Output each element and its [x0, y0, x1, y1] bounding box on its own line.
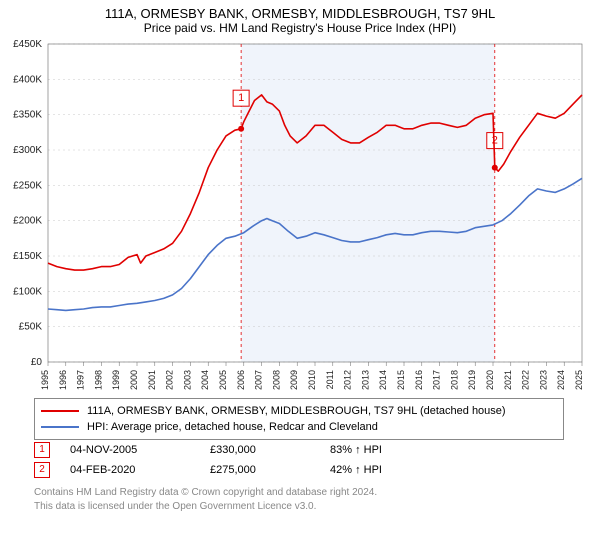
svg-text:£150K: £150K: [13, 251, 42, 262]
svg-text:2008: 2008: [271, 370, 281, 390]
svg-text:2015: 2015: [396, 370, 406, 390]
legend-swatch-1: [41, 410, 79, 412]
svg-text:2013: 2013: [360, 370, 370, 390]
svg-text:2023: 2023: [538, 370, 548, 390]
svg-text:£300K: £300K: [13, 145, 42, 156]
svg-text:2010: 2010: [307, 370, 317, 390]
event-marker-2: 2: [34, 462, 50, 478]
svg-text:£350K: £350K: [13, 110, 42, 121]
svg-text:£50K: £50K: [19, 322, 43, 333]
svg-text:2009: 2009: [289, 370, 299, 390]
event-price: £330,000: [210, 444, 330, 456]
legend-label-1: 111A, ORMESBY BANK, ORMESBY, MIDDLESBROU…: [87, 405, 506, 417]
svg-text:£400K: £400K: [13, 74, 42, 85]
svg-text:1998: 1998: [93, 370, 103, 390]
svg-text:£200K: £200K: [13, 216, 42, 227]
event-pct: 42% ↑ HPI: [330, 464, 450, 476]
chart-title: 111A, ORMESBY BANK, ORMESBY, MIDDLESBROU…: [0, 0, 600, 21]
event-row: 2 04-FEB-2020 £275,000 42% ↑ HPI: [34, 460, 564, 480]
legend-swatch-2: [41, 426, 79, 428]
svg-text:£0: £0: [31, 357, 43, 368]
svg-text:2007: 2007: [254, 370, 264, 390]
event-marker-1: 1: [34, 442, 50, 458]
svg-text:2004: 2004: [200, 370, 210, 390]
svg-text:2000: 2000: [129, 370, 139, 390]
plot-area: £0£50K£100K£150K£200K£250K£300K£350K£400…: [48, 44, 582, 384]
event-row: 1 04-NOV-2005 £330,000 83% ↑ HPI: [34, 440, 564, 460]
event-pct: 83% ↑ HPI: [330, 444, 450, 456]
svg-text:1997: 1997: [76, 370, 86, 390]
svg-text:2014: 2014: [378, 370, 388, 390]
svg-text:1995: 1995: [40, 370, 50, 390]
event-date: 04-NOV-2005: [70, 444, 210, 456]
svg-text:2017: 2017: [432, 370, 442, 390]
svg-text:2001: 2001: [147, 370, 157, 390]
svg-text:2025: 2025: [574, 370, 584, 390]
legend-label-2: HPI: Average price, detached house, Redc…: [87, 421, 378, 433]
legend: 111A, ORMESBY BANK, ORMESBY, MIDDLESBROU…: [34, 398, 564, 440]
svg-text:2012: 2012: [343, 370, 353, 390]
svg-text:£250K: £250K: [13, 180, 42, 191]
svg-text:2011: 2011: [325, 370, 335, 389]
svg-text:2006: 2006: [236, 370, 246, 390]
svg-text:2018: 2018: [449, 370, 459, 390]
event-table: 1 04-NOV-2005 £330,000 83% ↑ HPI 2 04-FE…: [34, 440, 564, 480]
footer-text: Contains HM Land Registry data © Crown c…: [34, 486, 564, 513]
svg-text:2002: 2002: [165, 370, 175, 390]
svg-text:£100K: £100K: [13, 286, 42, 297]
svg-text:2024: 2024: [556, 370, 566, 390]
svg-text:2016: 2016: [414, 370, 424, 390]
svg-text:2020: 2020: [485, 370, 495, 390]
svg-text:2003: 2003: [182, 370, 192, 390]
svg-text:2021: 2021: [503, 370, 513, 390]
event-price: £275,000: [210, 464, 330, 476]
svg-text:1: 1: [238, 92, 244, 104]
svg-text:2005: 2005: [218, 370, 228, 390]
svg-text:1999: 1999: [111, 370, 121, 390]
chart-subtitle: Price paid vs. HM Land Registry's House …: [0, 21, 600, 39]
svg-text:£450K: £450K: [13, 39, 42, 50]
svg-text:2022: 2022: [521, 370, 531, 390]
svg-text:1996: 1996: [58, 370, 68, 390]
event-date: 04-FEB-2020: [70, 464, 210, 476]
svg-text:2019: 2019: [467, 370, 477, 390]
